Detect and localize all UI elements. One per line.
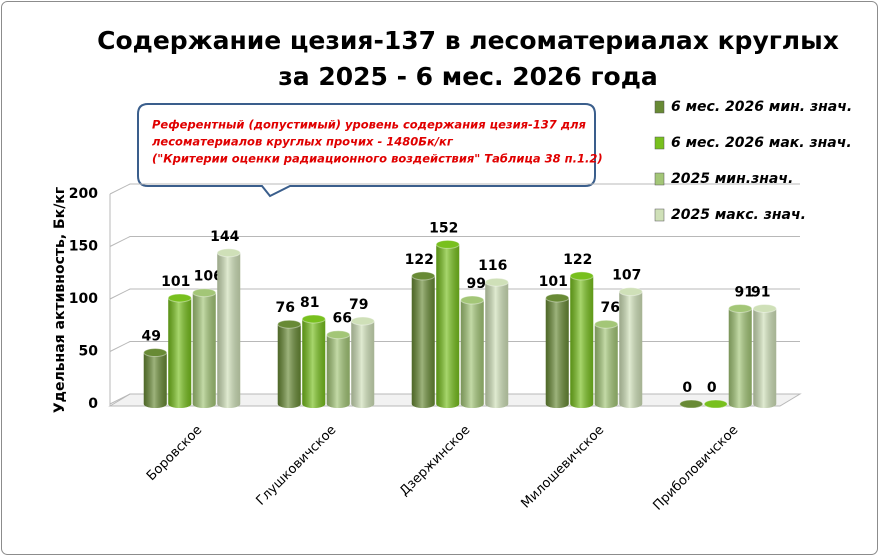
y-tick-label: 200 [69, 186, 98, 202]
bar-shade [728, 308, 752, 408]
bar-top [679, 399, 704, 409]
annotation: Референтный (допустимый) уровень содержа… [152, 118, 587, 132]
legend-marker [654, 100, 665, 114]
bar-top [216, 248, 241, 258]
bar-top [350, 316, 375, 326]
legend-marker [654, 172, 665, 186]
grid-line [109, 183, 800, 195]
bar-top [728, 303, 753, 313]
legend-label: 6 мес. 2026 мак. знач. [671, 135, 852, 151]
value-label: 66 [333, 311, 352, 327]
bar-shade [351, 321, 375, 408]
value-label: 76 [601, 300, 620, 316]
bar-top [301, 314, 326, 324]
bar-shade [168, 297, 192, 408]
bar-shade [594, 324, 618, 408]
value-label: 81 [300, 295, 319, 311]
bar-top [326, 330, 351, 340]
value-label: 49 [142, 329, 161, 345]
annotation-callout [137, 103, 596, 198]
y-tick-label: 150 [69, 239, 98, 255]
bar-shade [460, 300, 484, 408]
legend-marker [654, 208, 665, 222]
bar-shade [619, 291, 643, 408]
legend-marker [654, 136, 665, 150]
value-label: 107 [612, 268, 641, 284]
value-label: 116 [478, 258, 507, 274]
bar-shade [326, 334, 350, 408]
bar-shade [411, 275, 435, 408]
value-label: 99 [467, 276, 486, 292]
y-axis-label: Удельная активность, Бк/кг [52, 187, 68, 413]
bar-shade [302, 318, 326, 408]
value-label: 122 [405, 252, 434, 268]
bar-top [703, 399, 728, 409]
value-label: 122 [563, 252, 592, 268]
y-tick-label: 50 [79, 344, 99, 360]
bar-shade [192, 292, 216, 408]
bar-shade [545, 297, 569, 408]
value-label: 101 [161, 274, 190, 290]
bar-top [484, 277, 509, 287]
bar-top [192, 288, 217, 298]
annotation: лесоматериалов круглых прочих - 1480Бк/к… [152, 135, 454, 149]
value-label: 79 [349, 297, 368, 313]
bar-shade [485, 282, 509, 408]
bar-top [167, 293, 192, 303]
chart-title: за 2025 - 6 мес. 2026 года [278, 62, 658, 91]
legend-label: 2025 мин.знач. [671, 171, 793, 187]
value-label: 91 [735, 284, 754, 300]
bar-top [411, 271, 436, 281]
chart-title: Содержание цезия-137 в лесоматериалах кр… [97, 26, 839, 55]
y-tick-label: 0 [88, 396, 98, 412]
bar-top [435, 239, 460, 249]
bar-top [594, 319, 619, 329]
bar-shade [277, 324, 301, 408]
grid-line [109, 236, 800, 247]
value-label: 0 [707, 380, 717, 396]
value-label: 144 [210, 229, 239, 245]
legend-label: 6 мес. 2026 мин. знач. [671, 99, 852, 115]
value-label: 76 [276, 300, 295, 316]
annotation: ("Критерии оценки радиационного воздейст… [152, 152, 603, 166]
bar-top [752, 303, 777, 313]
value-label: 0 [682, 380, 692, 396]
bar-top [277, 319, 302, 329]
bar-shade [753, 308, 777, 408]
bar-shade [436, 244, 460, 408]
bar-shade [143, 352, 167, 408]
legend-label: 2025 макс. знач. [671, 207, 806, 223]
value-label: 152 [429, 220, 458, 236]
bar-top [460, 295, 485, 305]
y-tick-label: 100 [69, 291, 98, 307]
bar-top [618, 287, 643, 297]
bar-top [545, 293, 570, 303]
bar-shade [570, 275, 594, 408]
value-label: 91 [751, 284, 770, 300]
bar-top [569, 271, 594, 281]
bar-shade [217, 252, 241, 408]
bar-top [143, 348, 168, 358]
value-label: 101 [539, 274, 568, 290]
value-label: 106 [194, 269, 223, 285]
